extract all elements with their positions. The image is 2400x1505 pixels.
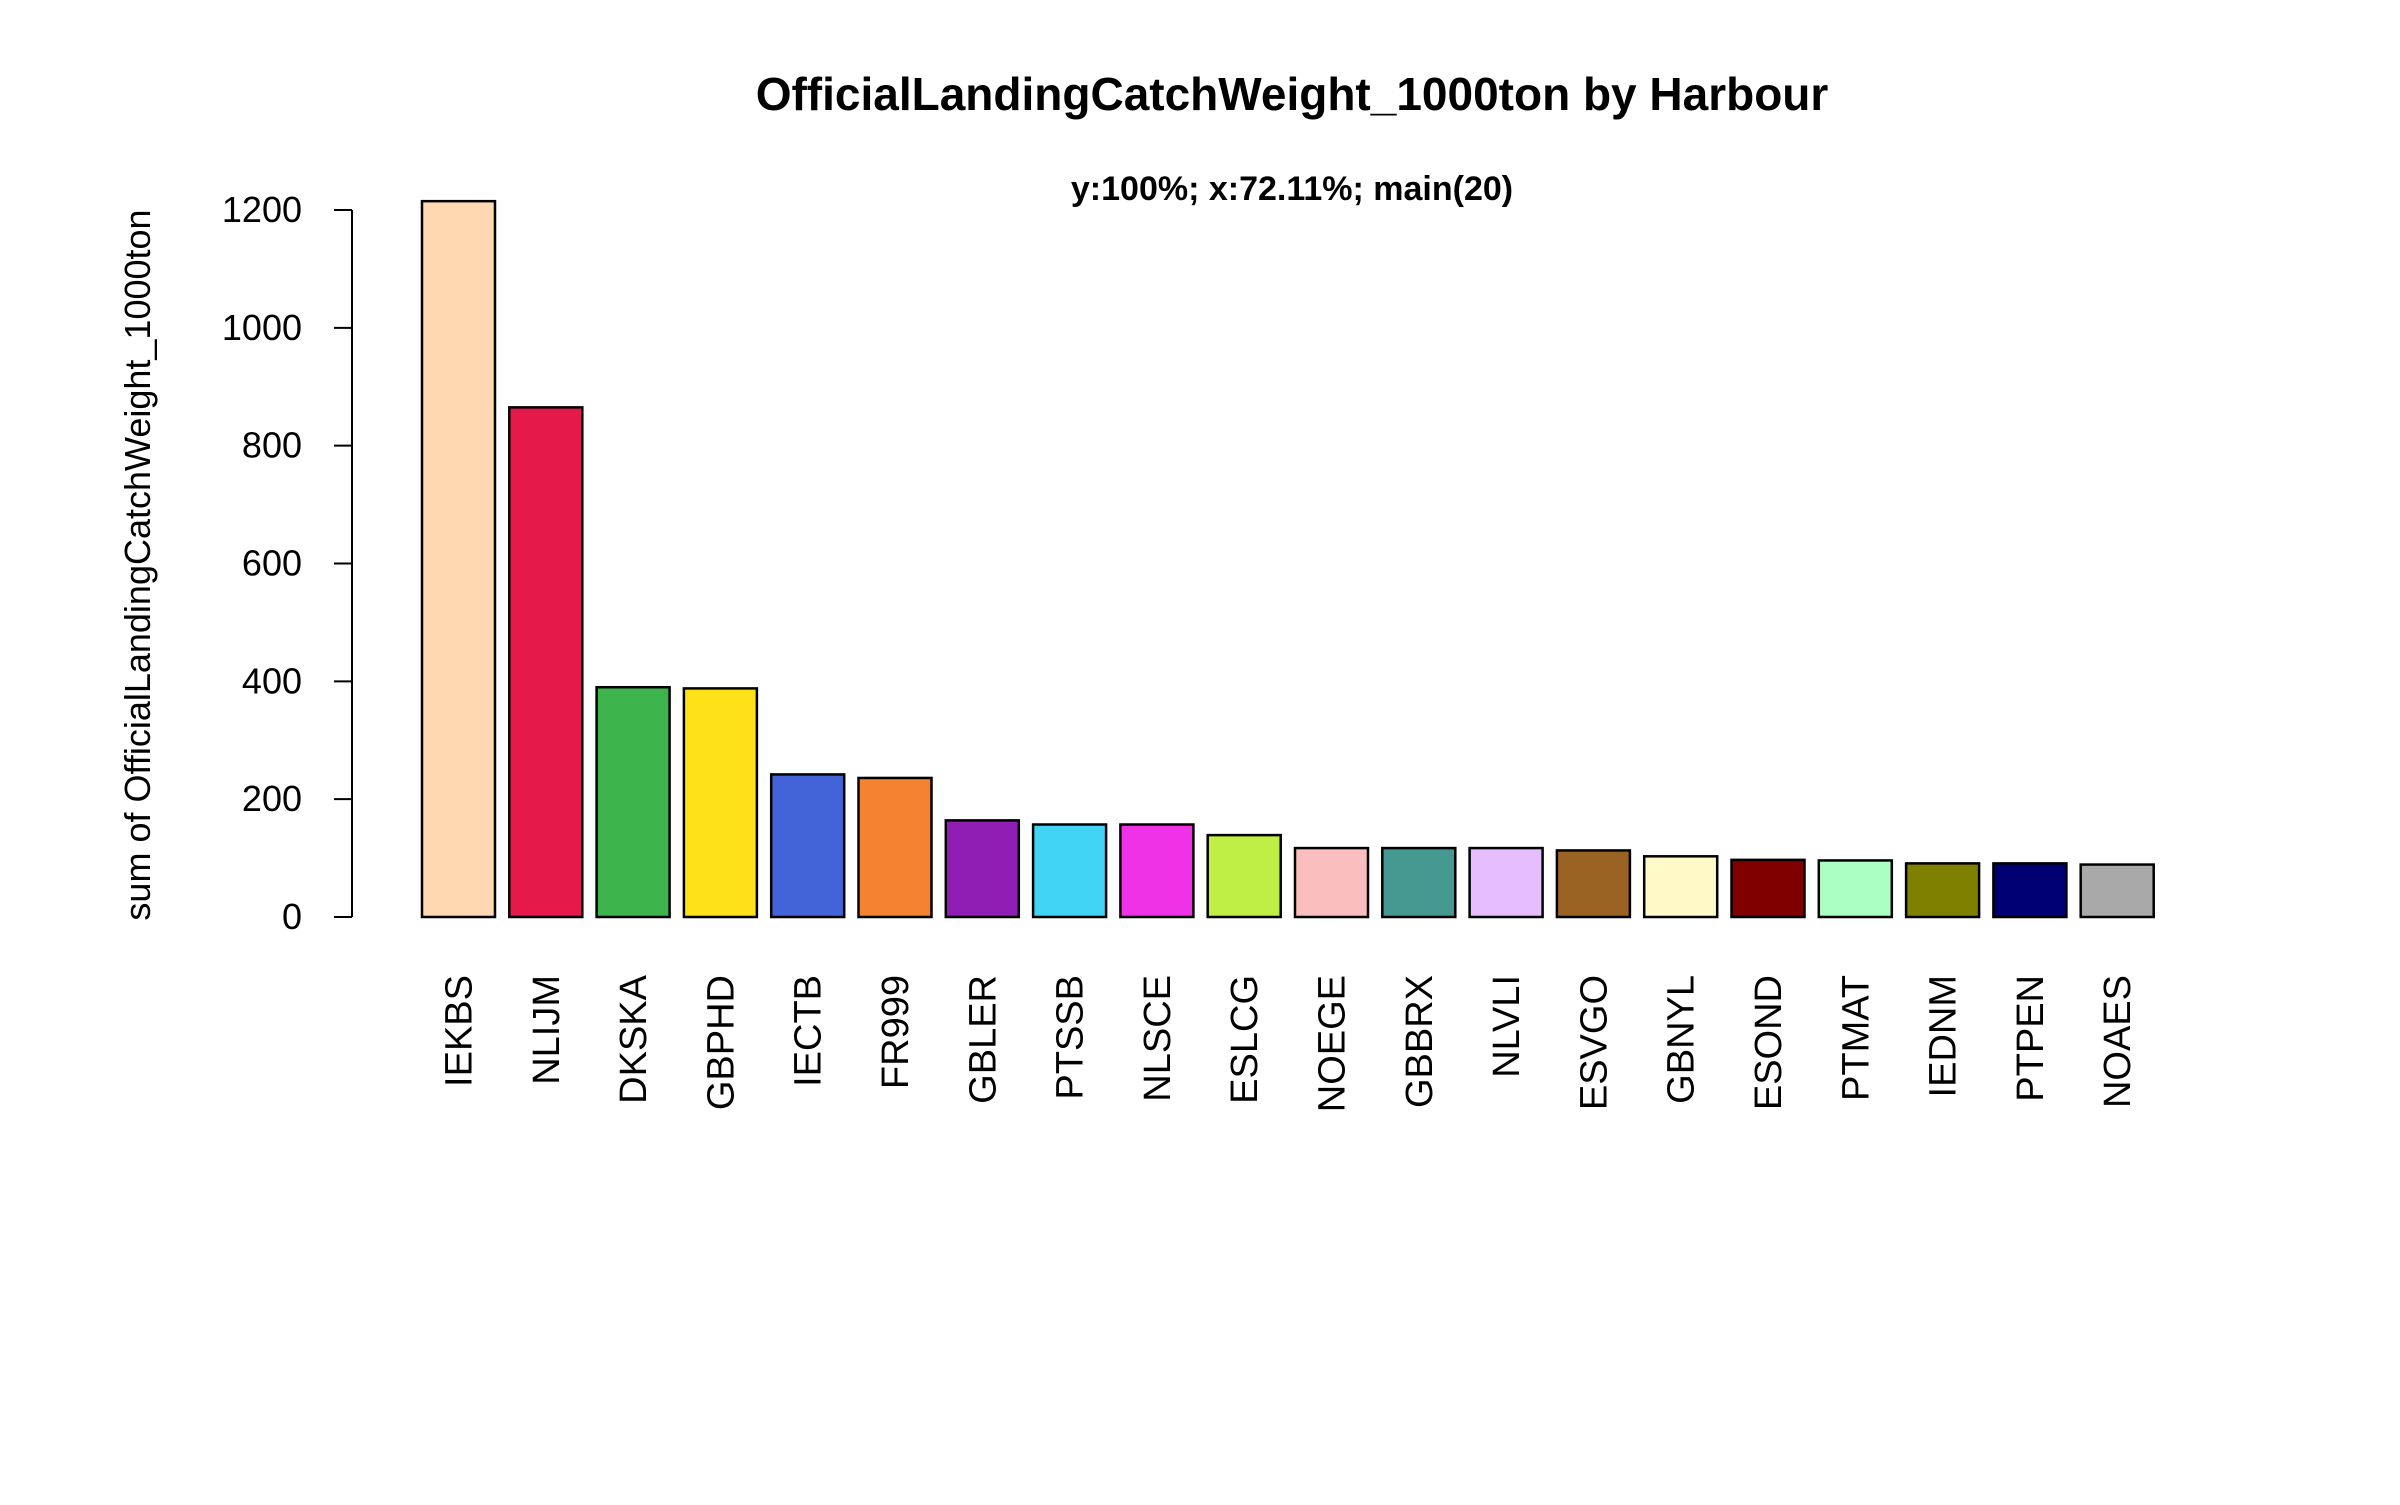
bar-fr999 xyxy=(857,776,933,919)
bar-iectb xyxy=(769,773,846,919)
x-tick-label: NLVLI xyxy=(1486,975,1528,1078)
x-tick-label: PTPEN xyxy=(2010,975,2052,1102)
x-tick-label: IEDNM xyxy=(1923,975,1965,1097)
chart-title: OfficialLandingCatchWeight_1000ton by Ha… xyxy=(756,68,1829,120)
chart-subtitle: y:100%; x:72.11%; main(20) xyxy=(1071,170,1513,208)
x-tick-labels: IEKBS NLIJM DKSKA GBPHD IECTB FR999 GBLER PTSSB… xyxy=(439,974,2140,1112)
bar-nlsce xyxy=(1119,823,1195,919)
x-tick-label: IEKBS xyxy=(439,975,481,1087)
x-tick-label: NLSCE xyxy=(1137,975,1179,1102)
y-tick-label: 600 xyxy=(242,543,302,584)
bar-gbphd xyxy=(682,687,759,919)
x-tick-label: PTMAT xyxy=(1835,975,1877,1101)
bar-gbler xyxy=(944,819,1021,919)
bar-esvgo xyxy=(1555,849,1632,919)
y-tick-label: 0 xyxy=(282,896,302,937)
bars-group xyxy=(420,199,2155,919)
x-tick-label: DKSKA xyxy=(613,974,655,1103)
y-axis: 0 200 400 600 800 1000 1200 xyxy=(222,189,353,937)
x-tick-label: NOEGE xyxy=(1312,975,1354,1112)
x-tick-label: NOAES xyxy=(2097,975,2139,1108)
bar-esond xyxy=(1730,858,1806,919)
bar-noaes xyxy=(2079,863,2155,919)
y-tick-label: 1000 xyxy=(222,307,302,348)
x-tick-label: GBLER xyxy=(962,975,1004,1104)
x-tick-label: FR999 xyxy=(875,975,917,1089)
bar-gbbrx xyxy=(1381,846,1457,919)
bar-ptpen xyxy=(1992,862,2068,919)
y-axis-label: sum of OfficialLandingCatchWeight_1000to… xyxy=(117,209,158,920)
bar-dkska xyxy=(595,685,671,919)
y-tick-label: 400 xyxy=(242,660,302,701)
x-tick-label: NLIJM xyxy=(526,975,568,1085)
y-tick-label: 800 xyxy=(242,425,302,466)
bar-eslcg xyxy=(1206,833,1282,919)
bar-nlvli xyxy=(1468,846,1544,919)
bar-ptmat xyxy=(1817,859,1894,919)
x-tick-label: ESVGO xyxy=(1573,975,1615,1110)
y-tick-label: 1200 xyxy=(222,189,302,230)
y-tick-label: 200 xyxy=(242,778,302,819)
x-tick-label: GBNYL xyxy=(1661,975,1703,1104)
x-tick-label: ESOND xyxy=(1748,975,1790,1110)
x-tick-label: ESLCG xyxy=(1224,975,1266,1104)
bar-iekbs xyxy=(420,199,497,919)
bar-nlijm xyxy=(508,406,584,919)
x-tick-label: GBPHD xyxy=(700,975,742,1110)
x-tick-label: GBBRX xyxy=(1399,975,1441,1108)
bar-ptssb xyxy=(1031,823,1108,919)
x-tick-label: IECTB xyxy=(788,975,830,1087)
bar-iednm xyxy=(1904,862,1981,919)
x-tick-label: PTSSB xyxy=(1050,975,1092,1100)
bar-gbnyl xyxy=(1642,855,1719,919)
bar-noege xyxy=(1293,846,1370,919)
